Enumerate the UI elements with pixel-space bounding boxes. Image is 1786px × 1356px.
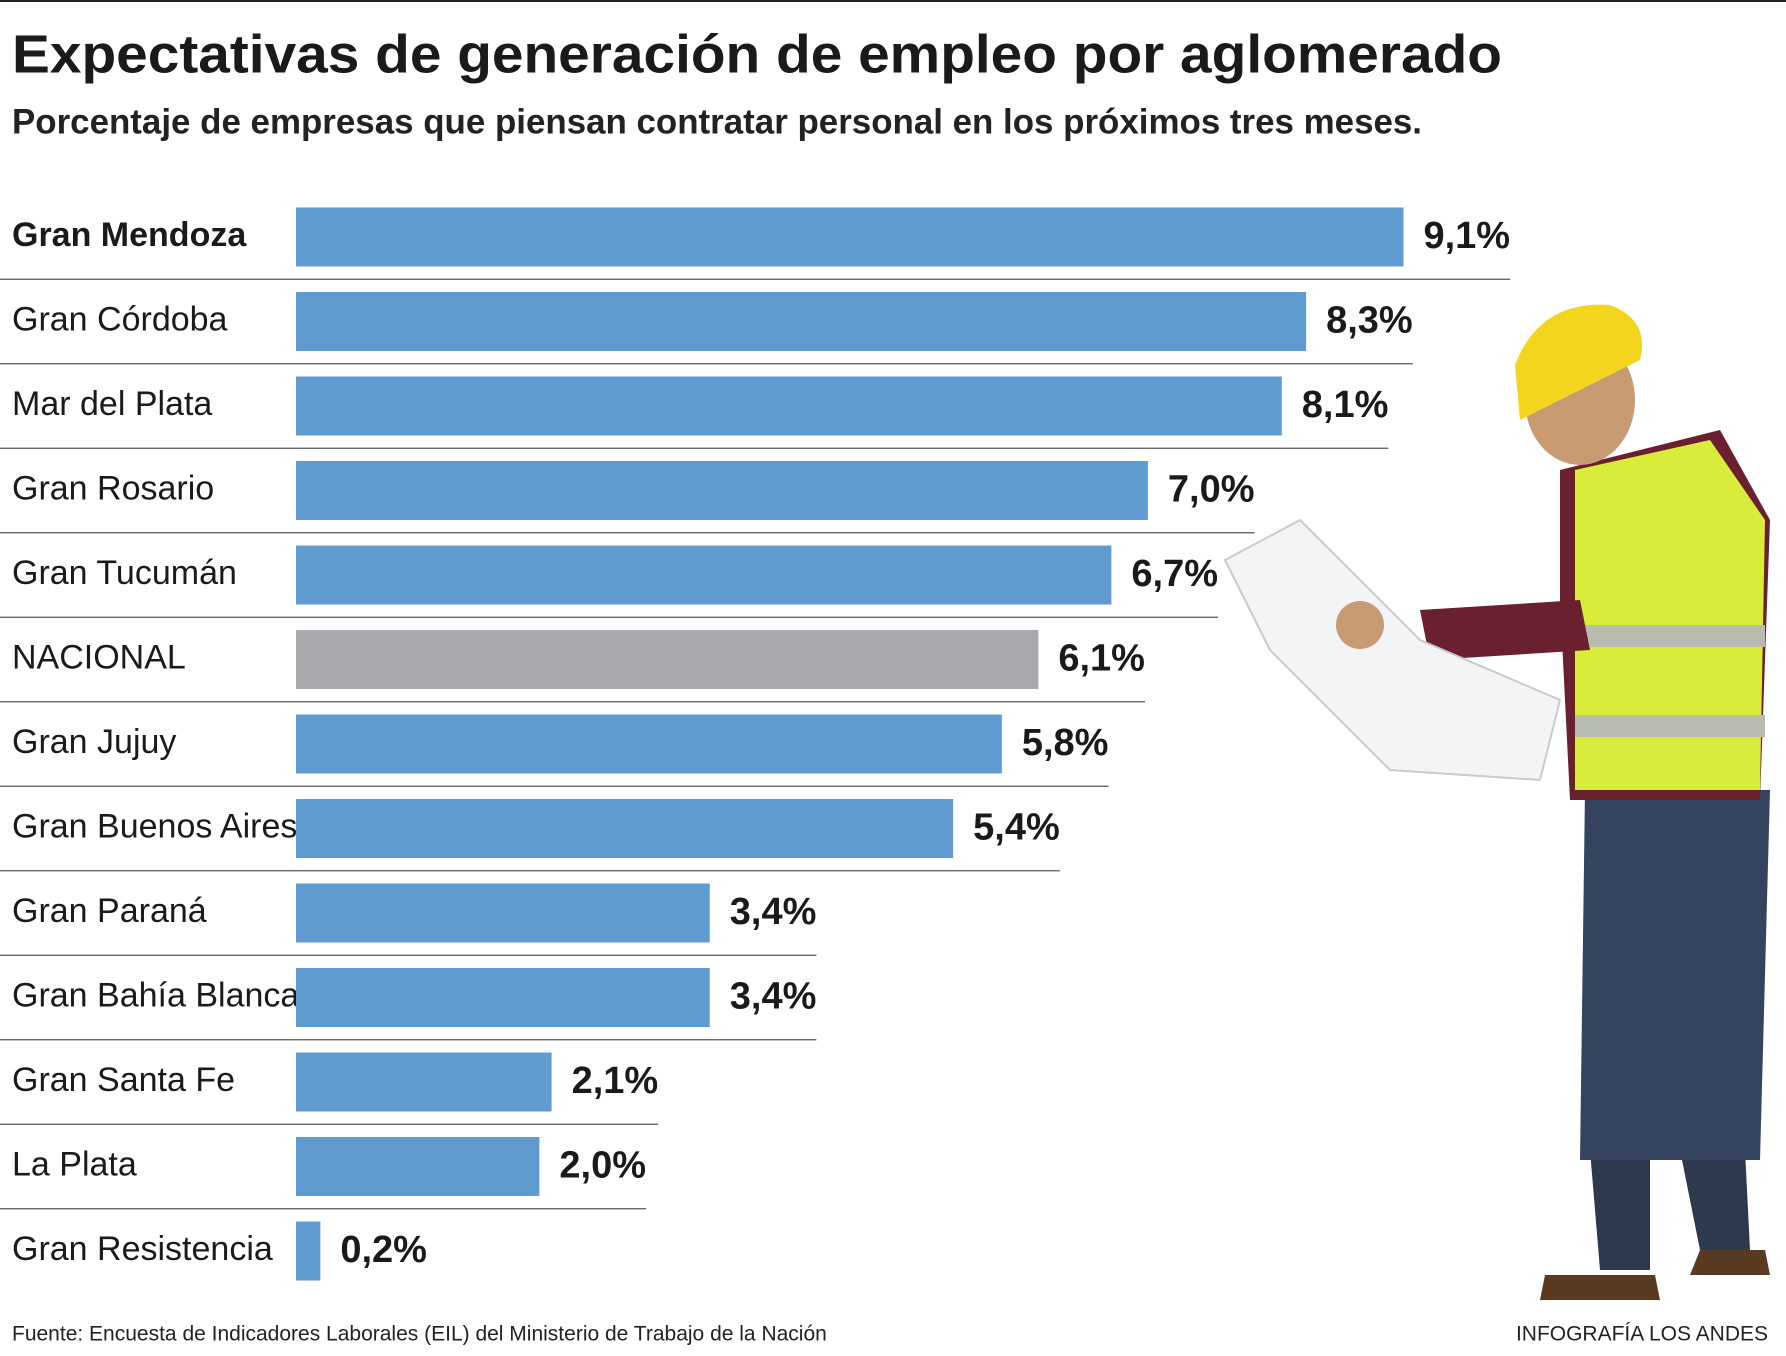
bar xyxy=(296,1221,321,1281)
bar xyxy=(296,376,1282,436)
value-label: 8,3% xyxy=(1326,300,1413,342)
value-label: 3,4% xyxy=(730,976,817,1018)
bar xyxy=(296,461,1148,520)
bar xyxy=(296,292,1307,351)
category-label: Gran Mendoza xyxy=(12,216,247,254)
category-label: Gran Santa Fe xyxy=(12,1061,235,1099)
bar xyxy=(296,968,710,1027)
category-label: Mar del Plata xyxy=(12,385,212,423)
category-label: Gran Córdoba xyxy=(12,300,228,338)
bar-area: Gran Mendoza 9,1% Gran Córdoba 8,3% Mar del … xyxy=(0,207,1511,1281)
bar xyxy=(296,1052,552,1112)
bar xyxy=(296,799,954,858)
bar xyxy=(296,207,1404,267)
value-label: 5,4% xyxy=(973,807,1060,849)
category-label: Gran Bahía Blanca xyxy=(12,976,299,1014)
bar xyxy=(296,545,1112,605)
category-label: Gran Jujuy xyxy=(12,723,176,761)
value-label: 0,2% xyxy=(340,1229,427,1271)
chart-subtitle: Porcentaje de empresas que piensan contr… xyxy=(12,102,1422,141)
bar xyxy=(296,714,1002,774)
chart-title: Expectativas de generación de empleo por… xyxy=(12,24,1502,84)
value-label: 7,0% xyxy=(1168,469,1255,511)
category-label: La Plata xyxy=(12,1145,137,1183)
category-label: Gran Resistencia xyxy=(12,1230,273,1268)
worker-illustration xyxy=(1223,304,1770,1300)
category-label: Gran Rosario xyxy=(12,469,214,507)
bar xyxy=(296,883,710,943)
value-label: 9,1% xyxy=(1423,215,1510,257)
value-label: 6,1% xyxy=(1058,638,1145,680)
value-label: 5,8% xyxy=(1022,722,1109,764)
source-note: Fuente: Encuesta de Indicadores Laborale… xyxy=(12,1323,827,1346)
value-label: 8,1% xyxy=(1302,384,1389,426)
category-label: Gran Paraná xyxy=(12,892,207,930)
category-label: Gran Tucumán xyxy=(12,554,237,592)
category-label: NACIONAL xyxy=(12,638,186,676)
category-label: Gran Buenos Aires xyxy=(12,807,297,845)
value-label: 2,1% xyxy=(572,1060,659,1102)
bar xyxy=(296,1137,540,1196)
value-label: 6,7% xyxy=(1131,553,1218,595)
value-label: 3,4% xyxy=(730,891,817,933)
value-label: 2,0% xyxy=(559,1145,646,1187)
bar xyxy=(296,630,1039,689)
credit: INFOGRAFÍA LOS ANDES xyxy=(1516,1323,1768,1346)
